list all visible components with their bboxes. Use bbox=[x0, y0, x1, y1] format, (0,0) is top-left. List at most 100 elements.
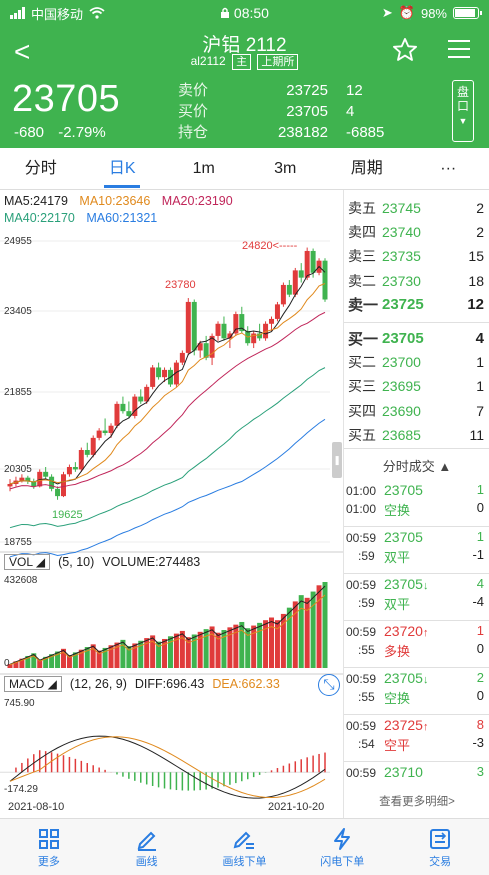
tab-2[interactable]: 1m bbox=[192, 159, 215, 177]
volume-bar bbox=[197, 631, 203, 668]
bid-row[interactable]: 买一 23705 4 bbox=[344, 326, 489, 350]
vol-value: VOLUME:274483 bbox=[102, 555, 201, 569]
kline-chart bbox=[0, 240, 343, 799]
trade-price-value: 23720 bbox=[384, 623, 423, 639]
candle-body bbox=[7, 483, 13, 487]
battery-fill bbox=[455, 9, 475, 17]
orderbook-toggle-button[interactable]: 盘 口 ▼ bbox=[452, 80, 474, 142]
candle-body bbox=[150, 367, 156, 387]
ma40-label: MA40:22170 bbox=[4, 211, 75, 225]
ask-row[interactable]: 卖五 23745 2 bbox=[344, 196, 489, 220]
pen-order-icon bbox=[234, 831, 255, 849]
orderbook-qty: 18 bbox=[468, 272, 484, 289]
change-value: -680 bbox=[14, 124, 45, 141]
tab-5[interactable]: ··· bbox=[440, 159, 457, 177]
candle-body bbox=[251, 333, 257, 344]
ma40-line bbox=[9, 367, 326, 529]
trade-oi-change: -1 bbox=[472, 547, 484, 562]
bottom-nav: 更多 画线 画线下单 闪电下单 交易 bbox=[0, 818, 489, 875]
orderbook-qty: 1 bbox=[476, 354, 484, 371]
quote-row-ask: 卖价 23725 12 bbox=[178, 80, 388, 101]
ask-row[interactable]: 卖三 23735 15 bbox=[344, 244, 489, 268]
y-axis-label: 20305 bbox=[4, 464, 32, 475]
bid-row[interactable]: 买五 23685 11 bbox=[344, 423, 489, 447]
ma60-label: MA60:21321 bbox=[86, 211, 158, 225]
candle-body bbox=[55, 488, 61, 497]
volume-bar bbox=[13, 661, 19, 668]
pan-label: 盘 口 bbox=[456, 85, 469, 113]
chart-drag-handle[interactable]: ❚ bbox=[332, 442, 342, 478]
bottom-nav-item[interactable]: 画线下单 bbox=[196, 819, 294, 875]
volume-bar bbox=[7, 664, 13, 668]
trade-price-value: 23705 bbox=[384, 576, 423, 592]
candle-body bbox=[292, 270, 298, 295]
bid-row[interactable]: 买四 23690 7 bbox=[344, 399, 489, 423]
ask-row[interactable]: 卖四 23740 2 bbox=[344, 220, 489, 244]
tab-1[interactable]: 日K bbox=[82, 148, 164, 190]
volume-bar bbox=[126, 646, 132, 668]
volume-bar bbox=[191, 634, 197, 668]
expand-icon[interactable]: ⤡ bbox=[318, 674, 340, 696]
trade-divider bbox=[344, 620, 489, 621]
volume-bar bbox=[269, 617, 275, 668]
menu-icon[interactable] bbox=[448, 40, 470, 60]
kline-chart-area[interactable]: MA5:24179 MA10:23646 MA20:23190 MA40:221… bbox=[0, 190, 343, 818]
tab-4[interactable]: 周期 bbox=[350, 159, 383, 177]
low-annotation: 19625 bbox=[52, 509, 83, 521]
volume-bar bbox=[245, 628, 251, 668]
caret-down-icon: ▼ bbox=[458, 116, 468, 126]
candle-body bbox=[66, 466, 72, 475]
candle-body bbox=[108, 425, 114, 434]
ask-row[interactable]: 卖二 23730 18 bbox=[344, 269, 489, 293]
trade-price: 23705 bbox=[384, 529, 423, 545]
orderbook-label: 卖一 bbox=[348, 297, 379, 315]
trade-row: 00:59 23705 1:59 双平 -1 bbox=[344, 529, 489, 573]
volume-bar bbox=[221, 630, 227, 668]
trade-divider bbox=[344, 714, 489, 715]
volume-bar bbox=[203, 629, 209, 668]
volume-bar bbox=[90, 644, 96, 668]
macd-dea: DEA:662.33 bbox=[212, 677, 280, 691]
bid-row[interactable]: 买三 23695 1 bbox=[344, 374, 489, 398]
candle-body bbox=[162, 369, 168, 378]
tab-3[interactable]: 3m bbox=[274, 159, 297, 177]
tab-0[interactable]: 分时 bbox=[24, 159, 57, 177]
volume-bar bbox=[25, 655, 31, 668]
volume-bar bbox=[72, 652, 78, 668]
back-icon[interactable]: < bbox=[14, 36, 31, 67]
trade-time-sec: :55 bbox=[358, 690, 375, 704]
ask-row[interactable]: 卖一 23725 12 bbox=[344, 293, 489, 317]
bid-row[interactable]: 买二 23700 1 bbox=[344, 350, 489, 374]
bottom-nav-item[interactable]: 闪电下单 bbox=[293, 819, 391, 875]
ma-legend-row1: MA5:24179 MA10:23646 MA20:23190 bbox=[4, 194, 241, 208]
trade-price: 23725↑ bbox=[384, 717, 428, 733]
trade-time-sec: :55 bbox=[358, 643, 375, 657]
vol-indicator-select[interactable]: VOL ◢ bbox=[4, 554, 51, 570]
more-details-link[interactable]: 查看更多明细> bbox=[379, 796, 455, 808]
trade-row: 00:59 23720↑ 1:55 多换 0 bbox=[344, 623, 489, 667]
volume-bar bbox=[49, 654, 55, 668]
bottom-nav-item[interactable]: 交易 bbox=[391, 819, 489, 875]
trade-divider bbox=[344, 573, 489, 574]
candle-body bbox=[72, 466, 78, 470]
bottom-nav-item[interactable]: 更多 bbox=[0, 819, 98, 875]
trades-title[interactable]: 分时成交 ▲ bbox=[382, 459, 452, 474]
orderbook-label: 卖四 bbox=[348, 224, 376, 241]
volume-bar bbox=[144, 638, 150, 668]
location-icon: ➤ bbox=[381, 5, 393, 20]
orderbook-label: 卖三 bbox=[348, 248, 376, 265]
volume-bar bbox=[251, 625, 257, 668]
orderbook-price: 23725 bbox=[382, 296, 424, 314]
volume-bar bbox=[298, 595, 304, 668]
macd-indicator-select[interactable]: MACD ◢ bbox=[4, 676, 62, 692]
candle-body bbox=[102, 430, 108, 434]
orderbook-qty: 7 bbox=[476, 402, 484, 419]
trade-divider bbox=[344, 526, 489, 527]
vol-ymin-label: 0 bbox=[4, 658, 10, 669]
volume-bar bbox=[132, 643, 138, 668]
bottom-nav-item[interactable]: 画线 bbox=[98, 819, 196, 875]
star-icon[interactable] bbox=[391, 36, 419, 64]
volume-bar bbox=[227, 627, 233, 668]
main-contract-tag: 主 bbox=[232, 54, 252, 70]
volume-bar bbox=[215, 632, 221, 668]
